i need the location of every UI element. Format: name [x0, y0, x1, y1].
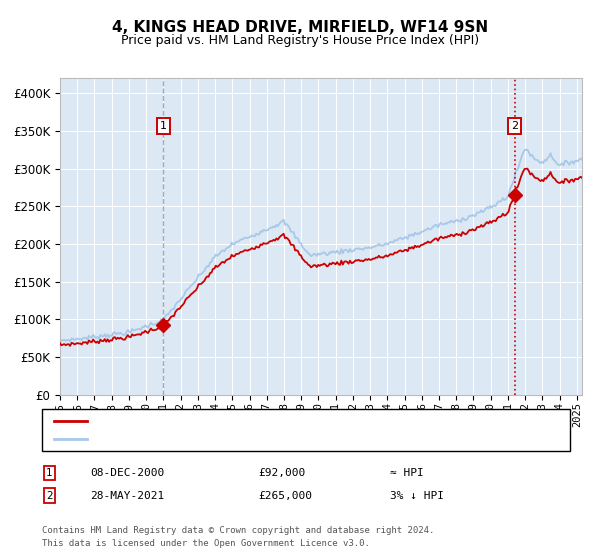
Text: Contains HM Land Registry data © Crown copyright and database right 2024.: Contains HM Land Registry data © Crown c…	[42, 526, 434, 535]
Text: This data is licensed under the Open Government Licence v3.0.: This data is licensed under the Open Gov…	[42, 539, 370, 548]
Text: 4, KINGS HEAD DRIVE, MIRFIELD, WF14 9SN (detached house): 4, KINGS HEAD DRIVE, MIRFIELD, WF14 9SN …	[93, 416, 434, 426]
Text: 2: 2	[511, 121, 518, 131]
Text: 1: 1	[160, 121, 167, 131]
Text: Price paid vs. HM Land Registry's House Price Index (HPI): Price paid vs. HM Land Registry's House …	[121, 34, 479, 46]
Text: 3% ↓ HPI: 3% ↓ HPI	[390, 491, 444, 501]
Text: 08-DEC-2000: 08-DEC-2000	[90, 468, 164, 478]
Text: 28-MAY-2021: 28-MAY-2021	[90, 491, 164, 501]
Text: £92,000: £92,000	[258, 468, 305, 478]
Text: 4, KINGS HEAD DRIVE, MIRFIELD, WF14 9SN: 4, KINGS HEAD DRIVE, MIRFIELD, WF14 9SN	[112, 20, 488, 35]
Text: 2: 2	[46, 491, 53, 501]
Text: HPI: Average price, detached house, Kirklees: HPI: Average price, detached house, Kirk…	[93, 434, 338, 444]
Text: ≈ HPI: ≈ HPI	[390, 468, 424, 478]
Text: £265,000: £265,000	[258, 491, 312, 501]
Text: 1: 1	[46, 468, 53, 478]
